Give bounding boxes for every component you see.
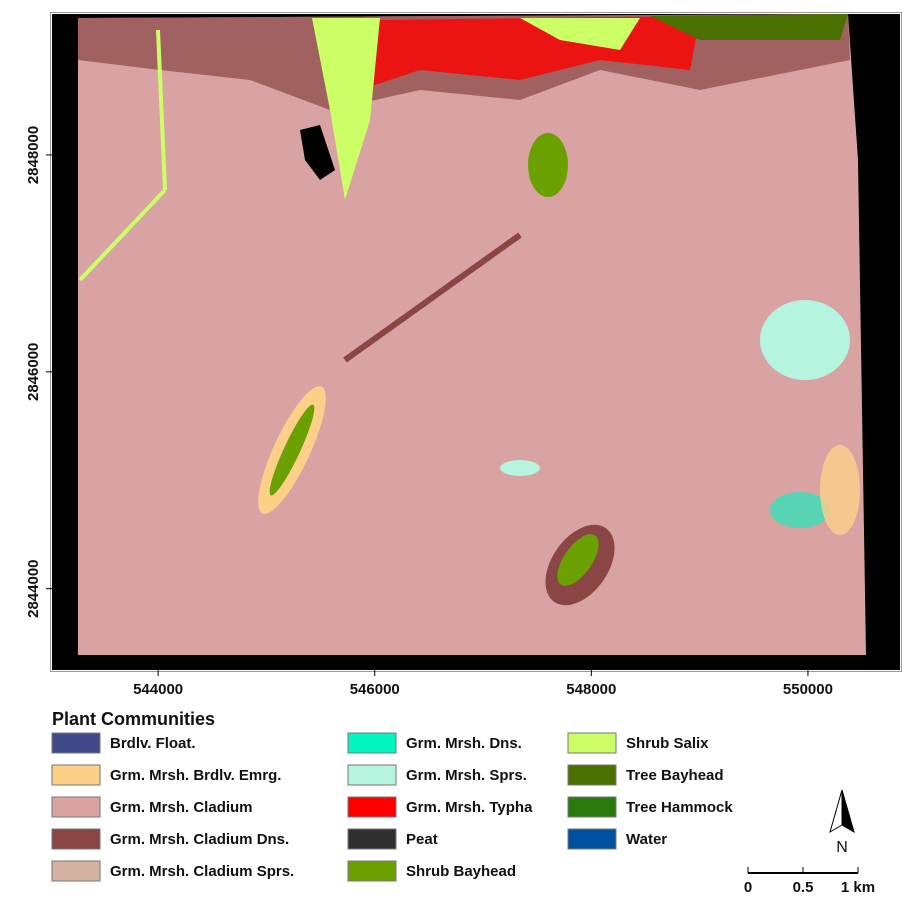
legend-label: Grm. Mrsh. Cladium Sprs.: [110, 863, 294, 880]
legend-label: Grm. Mrsh. Cladium Dns.: [110, 831, 289, 848]
legend-swatch: [52, 733, 100, 753]
legend-swatch: [52, 797, 100, 817]
legend-swatch: [52, 861, 100, 881]
x-tick-label: 550000: [783, 681, 833, 698]
scale-label: 0: [744, 879, 752, 896]
legend-swatch: [348, 733, 396, 753]
map-figure: 544000 546000 548000 550000 2844000 2846000 28…: [0, 0, 902, 914]
legend-swatch: [348, 829, 396, 849]
legend-label: Grm. Mrsh. Typha: [406, 799, 533, 816]
x-tick-label: 548000: [566, 681, 616, 698]
north-label: N: [836, 839, 848, 856]
sparse-patch: [500, 460, 540, 476]
legend-swatch: [348, 797, 396, 817]
bayhead-island: [528, 133, 568, 197]
legend-swatch: [568, 765, 616, 785]
emergent-patch: [820, 445, 860, 535]
x-tick-label: 544000: [133, 681, 183, 698]
sparse-patch: [760, 300, 850, 380]
legend-swatch: [52, 765, 100, 785]
map-image: [52, 14, 900, 670]
legend-label: Brdlv. Float.: [110, 735, 196, 752]
legend-label: Water: [626, 831, 667, 848]
legend-swatch: [348, 765, 396, 785]
scale-label: 0.5: [793, 879, 814, 896]
legend-label: Grm. Mrsh. Cladium: [110, 799, 253, 816]
legend: Brdlv. Float. Grm. Mrsh. Brdlv. Emrg. Grm.…: [52, 733, 733, 881]
legend-label: Tree Hammock: [626, 799, 733, 816]
legend-swatch: [348, 861, 396, 881]
x-tick-label: 546000: [350, 681, 400, 698]
legend-swatch: [568, 829, 616, 849]
scale-bar: 0 0.5 1 km: [744, 867, 875, 896]
legend-swatch: [568, 733, 616, 753]
legend-title: Plant Communities: [52, 709, 215, 729]
y-tick-label: 2844000: [25, 559, 42, 617]
legend-label: Grm. Mrsh. Brdlv. Emrg.: [110, 767, 281, 784]
y-tick-label: 2846000: [25, 343, 42, 401]
legend-label: Grm. Mrsh. Sprs.: [406, 767, 527, 784]
legend-swatch: [52, 829, 100, 849]
legend-label: Shrub Bayhead: [406, 863, 516, 880]
legend-label: Tree Bayhead: [626, 767, 724, 784]
scale-label: 1 km: [841, 879, 875, 896]
y-tick-label: 2848000: [25, 126, 42, 184]
legend-swatch: [568, 797, 616, 817]
legend-label: Peat: [406, 831, 438, 848]
legend-label: Shrub Salix: [626, 735, 709, 752]
north-arrow-icon: [830, 790, 854, 832]
legend-label: Grm. Mrsh. Dns.: [406, 735, 522, 752]
marsh-area: [78, 14, 866, 655]
